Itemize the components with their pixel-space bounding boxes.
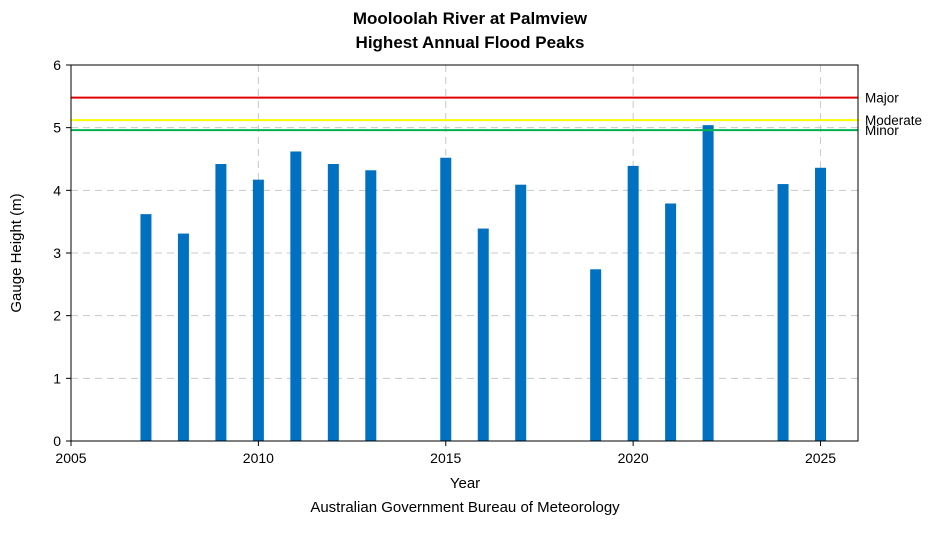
bar-2017 bbox=[515, 184, 527, 441]
y-tick-label: 6 bbox=[53, 57, 61, 73]
x-tick-label: 2015 bbox=[430, 450, 461, 466]
chart-title: Mooloolah River at Palmview bbox=[353, 9, 588, 28]
y-tick-label: 2 bbox=[53, 308, 61, 324]
x-axis-label: Year bbox=[450, 475, 480, 492]
bars bbox=[140, 125, 827, 442]
bar-2024 bbox=[777, 184, 789, 442]
bar-2015 bbox=[440, 157, 452, 441]
threshold-moderate-label: Moderate bbox=[865, 113, 922, 128]
bar-2019 bbox=[590, 269, 602, 441]
x-tick-label: 2020 bbox=[618, 450, 649, 466]
y-axis-ticks: 0 1 2 3 4 5 6 bbox=[53, 57, 71, 449]
source-credit: Australian Government Bureau of Meteorol… bbox=[310, 499, 620, 516]
bar-2007 bbox=[140, 214, 152, 441]
y-tick-label: 0 bbox=[53, 433, 61, 449]
plot-frame bbox=[70, 64, 859, 442]
x-tick-label: 2005 bbox=[55, 450, 86, 466]
y-axis-label: Gauge Height (m) bbox=[8, 193, 25, 312]
bar-2021 bbox=[665, 203, 677, 441]
bar-2009 bbox=[215, 164, 227, 441]
bar-2025 bbox=[815, 167, 827, 442]
y-tick-label: 3 bbox=[53, 245, 61, 261]
bar-2010 bbox=[252, 179, 264, 441]
chart-subtitle: Highest Annual Flood Peaks bbox=[356, 33, 585, 52]
x-axis-ticks: 2005 2010 2015 2020 2025 bbox=[55, 441, 836, 466]
bar-2008 bbox=[177, 233, 189, 441]
bar-2011 bbox=[290, 151, 302, 442]
y-tick-label: 1 bbox=[53, 370, 61, 386]
bar-2012 bbox=[327, 164, 339, 441]
y-tick-label: 5 bbox=[53, 120, 61, 136]
bar-2016 bbox=[477, 228, 489, 441]
threshold-minor-label: Minor bbox=[865, 123, 899, 138]
bar-2013 bbox=[365, 170, 377, 441]
x-tick-label: 2025 bbox=[805, 450, 836, 466]
bar-2020 bbox=[627, 165, 639, 442]
y-tick-label: 4 bbox=[53, 182, 61, 198]
bar-2022 bbox=[702, 125, 714, 441]
gridlines bbox=[71, 65, 858, 441]
threshold-major-label: Major bbox=[865, 91, 899, 106]
x-tick-label: 2010 bbox=[243, 450, 274, 466]
